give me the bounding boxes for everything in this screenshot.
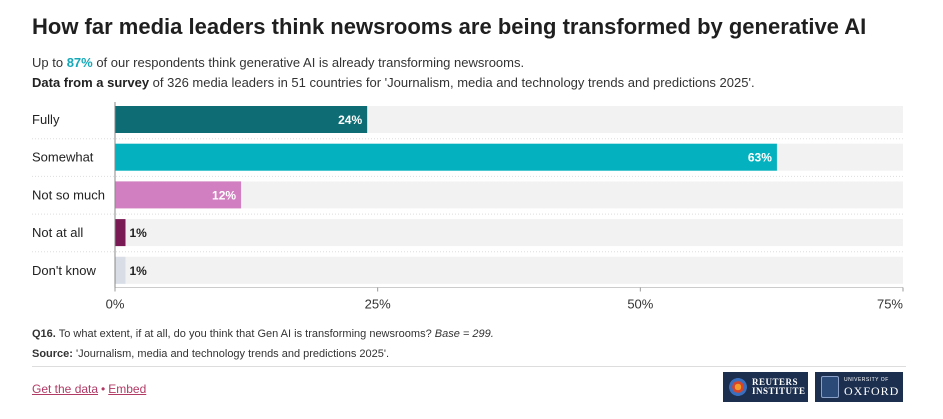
category-label-fully: Fully [32, 112, 60, 127]
bar-not-at-all [115, 219, 126, 247]
bar-track-not-at-all [115, 219, 903, 247]
category-label-don-t-know: Don't know [32, 263, 97, 278]
footer-links: Get the data • Embed [32, 382, 146, 396]
category-label-not-at-all: Not at all [32, 225, 83, 240]
x-tick-label-75: 75% [877, 297, 903, 312]
data-note-bold: Data from a survey [32, 75, 150, 90]
source-label: Source: [32, 348, 73, 360]
oxford-logo-small: UNIVERSITY OF [844, 376, 889, 383]
reuters-emblem-icon [729, 378, 747, 396]
reuters-logo-line2: INSTITUTE [752, 386, 806, 396]
value-label-not-at-all: 1% [130, 226, 148, 240]
subtitle: Up to 87% of our respondents think gener… [32, 55, 524, 70]
data-note: Data from a survey of 326 media leaders … [32, 75, 755, 90]
bar-don-t-know [115, 256, 126, 284]
bar-track-not-so-much [115, 181, 903, 209]
link-separator: • [101, 382, 106, 396]
value-label-don-t-know: 1% [130, 264, 148, 278]
bar-chart: Fully 24% Somewhat 63% Not so much 12% Not at … [32, 102, 904, 312]
oxford-crest-icon [821, 376, 839, 398]
category-label-somewhat: Somewhat [32, 150, 94, 165]
embed-link[interactable]: Embed [108, 382, 147, 396]
source-text: 'Journalism, media and technology trends… [72, 348, 390, 360]
value-label-somewhat: 63% [748, 151, 772, 165]
footer-divider [32, 366, 906, 367]
value-label-not-so-much: 12% [212, 188, 236, 202]
subtitle-pre: Up to [32, 55, 67, 70]
subtitle-post: of our respondents think generative AI i… [92, 55, 525, 70]
x-tick-label-50: 50% [627, 297, 653, 312]
chart-title: How far media leaders think newsrooms ar… [32, 14, 867, 39]
get-the-data-link[interactable]: Get the data [32, 382, 99, 396]
question-base: Base = 299. [434, 328, 494, 340]
bar-not-so-much [115, 181, 242, 209]
x-tick-label-0: 0% [106, 297, 125, 312]
bar-track-don-t-know [115, 256, 903, 284]
oxford-logo-big: OXFORD [844, 383, 900, 398]
bar-fully [115, 106, 368, 133]
oxford-university-logo[interactable]: UNIVERSITY OF OXFORD [815, 372, 903, 402]
bar-somewhat [115, 143, 777, 171]
x-tick-label-25: 25% [365, 297, 391, 312]
question-note: Q16. To what extent, if at all, do you t… [32, 328, 494, 340]
question-text: To what extent, if at all, do you think … [55, 328, 435, 340]
data-note-rest: of 326 media leaders in 51 countries for… [149, 75, 755, 90]
category-label-not-so-much: Not so much [32, 187, 105, 202]
reuters-logo-line1: REUTERS [752, 377, 799, 387]
value-label-fully: 24% [338, 113, 362, 127]
reuters-institute-logo[interactable]: REUTERS INSTITUTE [723, 372, 808, 402]
subtitle-highlight: 87% [66, 55, 93, 70]
question-number: Q16. [32, 328, 56, 340]
source-note: Source: 'Journalism, media and technolog… [32, 348, 389, 360]
